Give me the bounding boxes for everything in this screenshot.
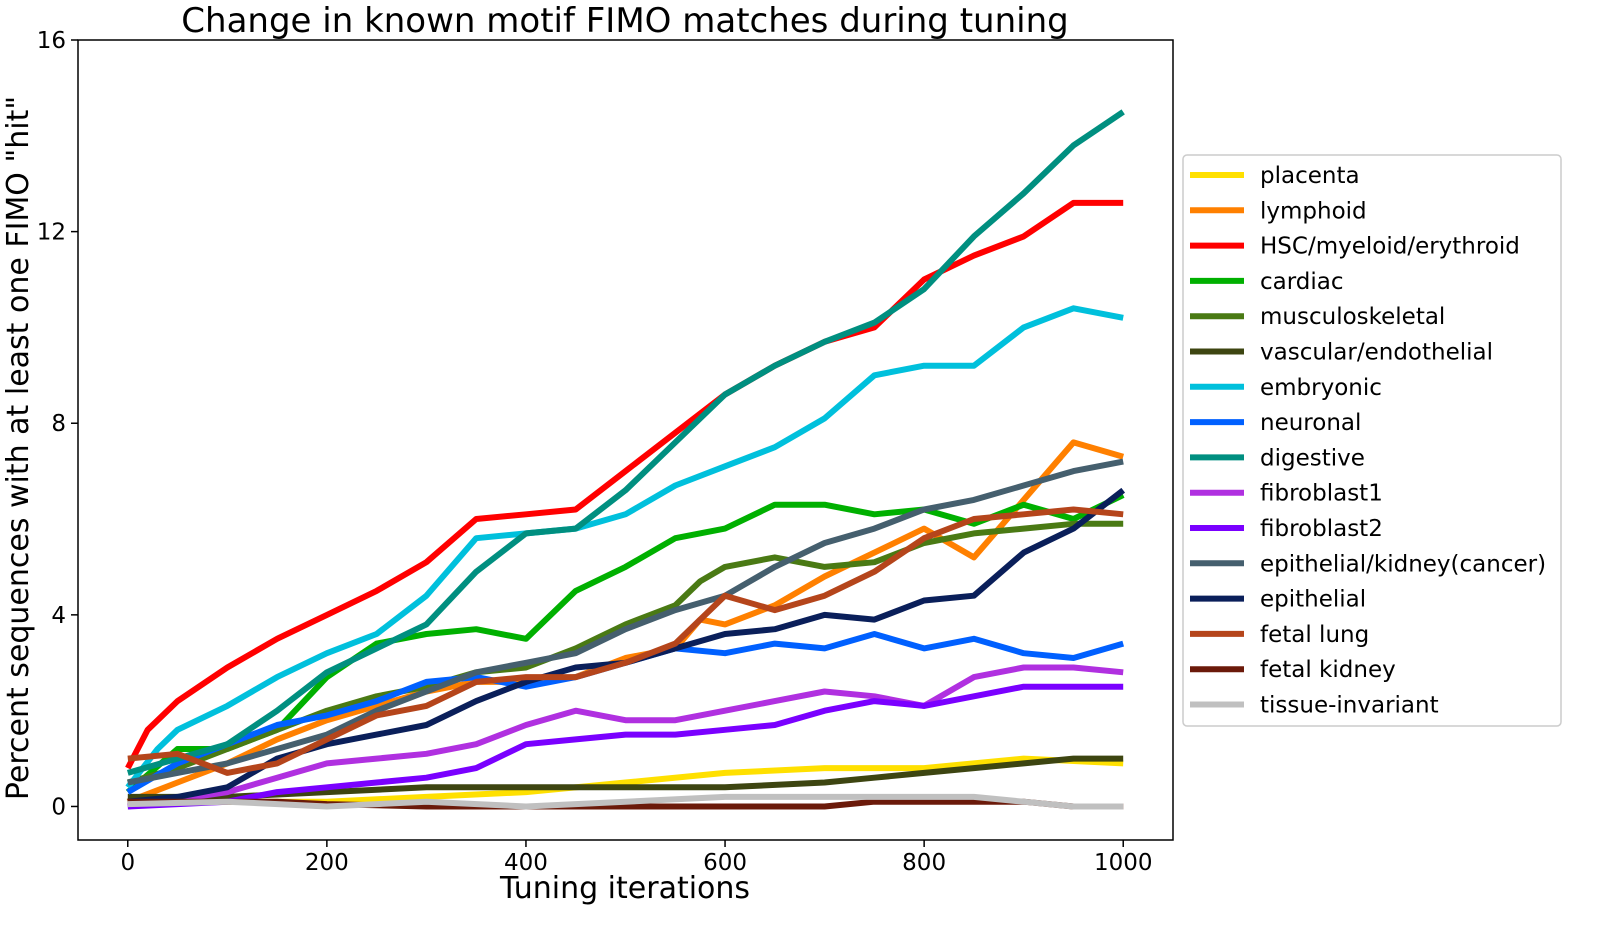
series-line-6 <box>125 305 1124 790</box>
series-line-4 <box>126 520 1124 786</box>
series-line-11 <box>127 458 1124 786</box>
legend-label-1: lymphoid <box>1260 198 1367 224</box>
legend-label-15: tissue-invariant <box>1260 693 1439 719</box>
series-line-15 <box>127 793 1124 810</box>
legend-label-0: placenta <box>1260 163 1360 189</box>
legend-label-8: digestive <box>1260 445 1365 471</box>
series-line-3 <box>125 492 1125 795</box>
x-tick-label: 400 <box>504 850 548 876</box>
legend-label-12: epithelial <box>1260 587 1366 613</box>
y-tick-label: 8 <box>51 411 66 437</box>
legend-label-13: fetal lung <box>1260 622 1369 648</box>
legend-label-6: embryonic <box>1260 375 1382 401</box>
legend-label-3: cardiac <box>1260 269 1344 295</box>
plot-frame <box>77 39 1174 841</box>
chart-title: Change in known motif FIMO matches durin… <box>181 1 1068 41</box>
y-tick-label: 16 <box>37 28 66 54</box>
series-line-5 <box>127 755 1124 800</box>
series-line-10 <box>127 683 1124 810</box>
x-tick-label: 800 <box>902 850 946 876</box>
legend-label-2: HSC/myeloid/erythroid <box>1260 234 1520 260</box>
series-line-8 <box>126 109 1125 776</box>
x-axis-label: Tuning iterations <box>499 871 750 906</box>
series-line-9 <box>127 664 1124 810</box>
x-tick-label: 1000 <box>1094 850 1153 876</box>
plot-area <box>125 109 1126 810</box>
legend-label-4: musculoskeletal <box>1260 304 1445 330</box>
x-axis: 0 200 400 600 800 1000 <box>120 840 1153 876</box>
legend-label-7: neuronal <box>1260 410 1361 436</box>
y-tick-label: 4 <box>51 603 66 629</box>
legend-label-14: fetal kidney <box>1260 657 1396 683</box>
series-line-12 <box>127 487 1126 805</box>
y-tick-label: 0 <box>51 794 66 820</box>
y-axis: 0 4 8 12 16 <box>37 28 78 820</box>
legend-label-10: fibroblast2 <box>1260 516 1383 542</box>
legend-label-5: vascular/endothelial <box>1260 340 1493 366</box>
legend-label-9: fibroblast1 <box>1260 481 1383 507</box>
legend: placenta lymphoid HSC/myeloid/erythroid car… <box>1182 154 1562 727</box>
series-line-2 <box>125 199 1124 770</box>
series-line-13 <box>127 506 1124 776</box>
legend-label-11: epithelial/kidney(cancer) <box>1260 551 1546 577</box>
x-tick-label: 600 <box>703 850 747 876</box>
legend-frame <box>1182 154 1562 727</box>
x-tick-label: 0 <box>120 850 135 876</box>
x-tick-label: 200 <box>305 850 349 876</box>
y-tick-label: 12 <box>37 220 66 246</box>
y-axis-label: Percent sequences with at least one FIMO… <box>1 96 36 800</box>
